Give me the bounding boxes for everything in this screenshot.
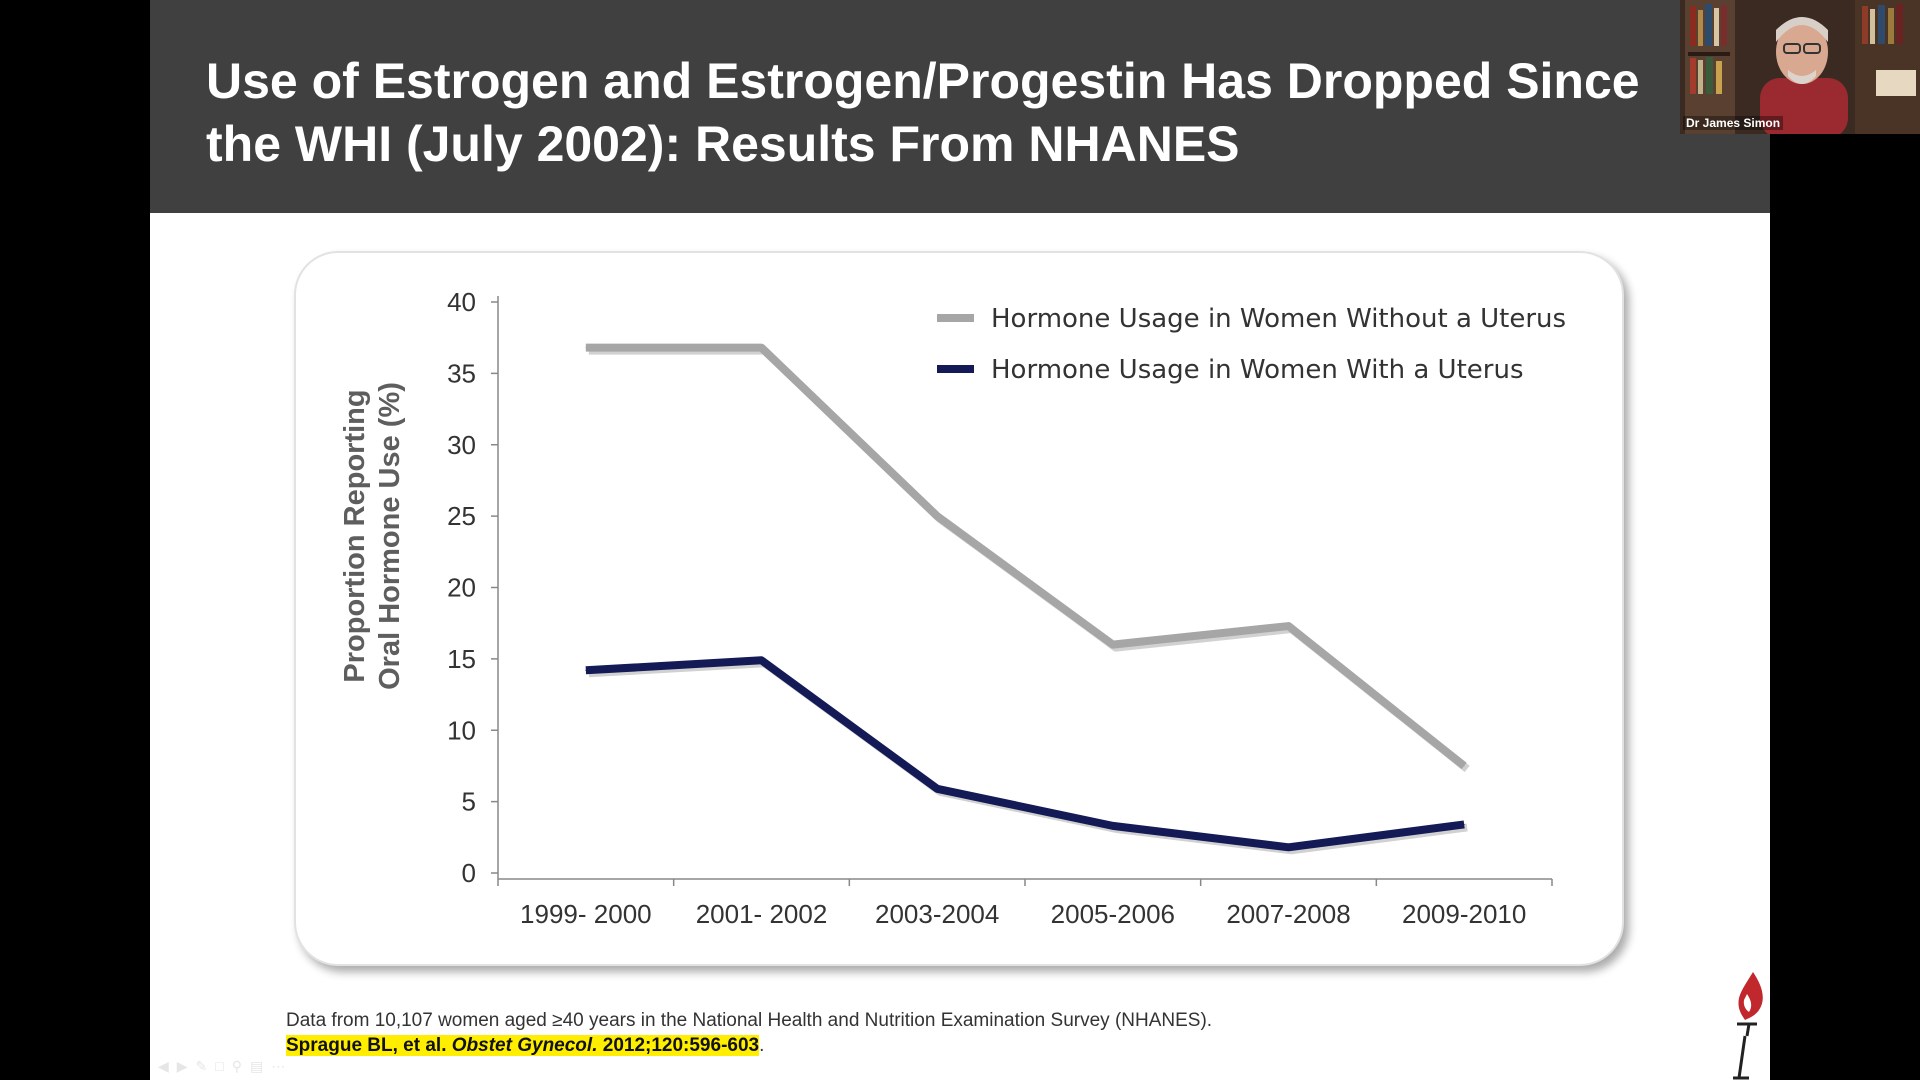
data-point [936,515,938,517]
x-tick-label: 2005-2006 [1051,899,1175,929]
slide-title-line-1: Use of Estrogen and Estrogen/Progestin H… [206,53,1640,109]
slide-control-icons[interactable]: ◀▶✎□⚲▤⋯ [158,1058,294,1074]
citation-authors: Sprague BL, et al. [286,1035,452,1056]
data-point [585,669,587,671]
webcam-thumbnail[interactable]: Dr James Simon [1680,0,1920,134]
y-tick-label: 10 [447,715,476,745]
x-tick-label: 2007-2008 [1226,899,1350,929]
series-line-1 [585,343,1467,770]
axes [491,296,1553,886]
y-tick-label: 0 [462,858,476,888]
x-tick-label: 2001- 2002 [696,899,828,929]
y-tick-label: 15 [447,644,476,674]
data-point [761,659,762,661]
data-point [761,347,762,349]
footnote-text: Data from 10,107 women aged ≥40 years in… [286,1010,1213,1031]
x-tick-labels: 1999- 2000 2001- 2002 2003-2004 2005-2006 20… [520,899,1526,929]
slide-title: Use of Estrogen and Estrogen/Progestin H… [206,50,1770,176]
y-tick-label: 5 [462,787,476,817]
legend: Hormone Usage in Women Without a Uterus H… [937,304,1566,385]
slide-title-line-2: the WHI (July 2002): Results From NHANES [206,116,1240,172]
y-tick-label: 40 [447,287,476,317]
x-tick-label: 2003-2004 [875,899,999,929]
data-point [1112,644,1114,646]
y-tick-label: 25 [447,501,476,531]
data-point [1288,625,1289,627]
data-point [1112,825,1114,827]
data-point [1288,846,1289,848]
legend-label-1: Hormone Usage in Women Without a Uterus [991,304,1566,334]
citation-period: . [759,1035,765,1056]
citation: Sprague BL, et al. Obstet Gynecol. 2012;… [286,1033,1212,1058]
y-tick-labels: 0 5 10 15 20 25 30 35 40 [447,287,476,888]
torch-logo-icon [1733,972,1763,1080]
data-point [585,347,587,349]
y-tick-label: 20 [447,573,476,603]
data-point [936,788,938,790]
citation-journal: Obstet Gynecol. [451,1035,598,1056]
data-point [1463,823,1465,825]
x-tick-label: 1999- 2000 [520,899,652,929]
slide: Use of Estrogen and Estrogen/Progestin H… [150,0,1770,1080]
citation-highlight: Sprague BL, et al. Obstet Gynecol. 2012;… [286,1035,760,1056]
chart-panel: 0 5 10 15 20 25 30 35 40 1999- 2000 2001- 2002 200… [294,251,1624,966]
series-line-2 [585,656,1465,852]
footnote: Data from 10,107 women aged ≥40 years in… [286,1008,1212,1058]
y-axis-title-line-1: Proportion Reporting [339,389,371,682]
title-bar: Use of Estrogen and Estrogen/Progestin H… [150,0,1770,213]
webcam-participant-name: Dr James Simon [1683,116,1784,130]
y-tick-label: 30 [447,430,476,460]
data-point [1463,765,1465,767]
y-axis-title-line-2: Oral Hormone Use (%) [374,382,406,690]
webcam-video-icon [1680,0,1920,134]
series-line-shadow [588,346,1470,773]
line-chart: 0 5 10 15 20 25 30 35 40 1999- 2000 2001- 2002 200… [339,287,1566,929]
series-line-shadow [588,659,1468,855]
y-tick-label: 35 [447,358,476,388]
series-lines [585,343,1470,855]
x-tick-label: 2009-2010 [1402,899,1526,929]
legend-label-2: Hormone Usage in Women With a Uterus [991,355,1524,385]
citation-reference: 2012;120:596-603 [597,1035,760,1056]
